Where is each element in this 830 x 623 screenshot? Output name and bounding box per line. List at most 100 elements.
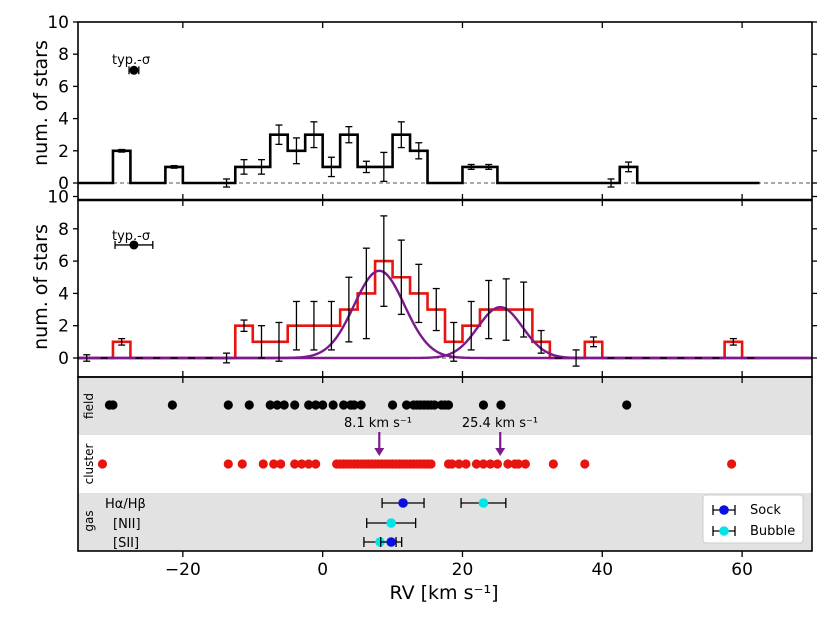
middle-frame xyxy=(77,199,813,378)
field-star xyxy=(496,400,506,410)
x-tick-label: 40 xyxy=(591,560,613,580)
middle-error-bar xyxy=(240,319,248,333)
field-star xyxy=(328,400,338,410)
bottom-x-ticks xyxy=(182,377,743,557)
middle-error-bar xyxy=(258,325,265,359)
middle-x-ticks xyxy=(182,200,743,377)
cluster-star xyxy=(485,459,496,469)
top-error-bar xyxy=(345,126,353,144)
top-error-bar xyxy=(327,156,335,178)
middle-gaussians xyxy=(78,269,812,360)
cluster-star xyxy=(311,459,321,469)
middle-error-bar xyxy=(118,337,126,346)
top-error-bar xyxy=(258,159,265,175)
cluster-star xyxy=(290,459,300,469)
gas-bubble-marker xyxy=(386,518,396,528)
top-typ-sigma-marker xyxy=(128,65,140,75)
gas-sock-point xyxy=(381,498,425,508)
x-tick-label: 60 xyxy=(731,560,753,580)
middle-error-bar xyxy=(83,354,91,362)
middle-y-tick-label: 0 xyxy=(58,349,69,369)
gas-bubble-point xyxy=(366,518,417,528)
top-error-bar xyxy=(310,121,318,149)
field-star xyxy=(290,400,300,410)
x-tick-label: 0 xyxy=(317,560,328,580)
cluster-star xyxy=(447,459,457,469)
middle-y-tick-label: 2 xyxy=(58,317,69,337)
top-typ-sigma-label: typ.-σ xyxy=(112,53,150,68)
middle-histogram xyxy=(78,259,812,360)
top-error-bar xyxy=(380,151,388,183)
cluster-star xyxy=(269,459,279,469)
middle-error-bar xyxy=(502,278,510,341)
gas-label-nii: [NII] xyxy=(113,517,141,532)
field-star xyxy=(622,400,632,410)
cluster-star xyxy=(503,459,513,469)
cluster-star xyxy=(304,459,314,469)
bottom-frame xyxy=(77,376,813,552)
field-star xyxy=(244,400,254,410)
middle-error-bar xyxy=(223,352,231,364)
cluster-star xyxy=(548,459,558,469)
gas-label-sii: [SII] xyxy=(113,536,139,551)
middle-error-bar xyxy=(537,329,545,354)
middle-y-tick-label: 6 xyxy=(58,252,69,272)
peak-arrow-head xyxy=(374,448,385,456)
cluster-star xyxy=(471,459,482,469)
cluster-star xyxy=(297,459,307,469)
legend-label-sock: Sock xyxy=(750,503,781,518)
gas-bubble-marker xyxy=(375,537,385,547)
middle-typ-sigma-label: typ.-σ xyxy=(112,229,150,244)
top-error-bar xyxy=(397,121,405,149)
top-error-bars xyxy=(83,121,755,188)
field-star xyxy=(167,400,177,410)
middle-panel: 0 2 4 6 8 10 typ.-σ num. of stars xyxy=(30,188,817,377)
middle-error-bar xyxy=(362,247,370,340)
gas-bubble-marker xyxy=(478,498,489,508)
gas-sock-marker xyxy=(398,498,408,508)
top-y-ticks: 0 2 4 6 8 10 xyxy=(47,13,817,194)
middle-error-bar xyxy=(729,337,737,346)
row-label-field: field xyxy=(82,393,96,419)
cluster-star xyxy=(276,459,286,469)
field-star xyxy=(318,400,328,410)
top-panel: 0 2 4 6 8 10 typ.-σ num. of stars xyxy=(30,13,817,200)
middle-error-bar xyxy=(590,336,598,348)
field-star xyxy=(279,400,289,410)
top-error-bar xyxy=(607,178,615,188)
peak-arrow-head xyxy=(495,448,506,456)
cluster-star xyxy=(727,459,737,469)
typ-sigma-point xyxy=(129,65,139,75)
cluster-star xyxy=(478,459,489,469)
top-error-bar xyxy=(362,160,370,174)
top-y-tick-label: 6 xyxy=(58,77,69,97)
top-error-bar xyxy=(170,164,178,169)
gas-sock-marker xyxy=(386,537,396,547)
middle-error-bar xyxy=(292,300,300,351)
gas-label-halpha: Hα/Hβ xyxy=(105,497,146,512)
middle-error-bar xyxy=(485,279,493,340)
cluster-star xyxy=(520,459,530,469)
middle-y-axis-label: num. of stars xyxy=(30,224,52,350)
gas-sock-point xyxy=(380,537,403,547)
row-label-cluster: cluster xyxy=(82,444,96,485)
middle-error-bar xyxy=(327,300,335,351)
field-star xyxy=(265,400,275,410)
peak-arrow-1 xyxy=(374,432,385,456)
cluster-star xyxy=(513,459,524,469)
top-error-bar xyxy=(275,124,283,146)
legend-dot xyxy=(719,526,729,536)
legend-marker-bubble xyxy=(712,526,736,536)
top-y-tick-label: 8 xyxy=(58,45,69,65)
gas-bubble-point xyxy=(460,498,507,508)
top-error-bar xyxy=(292,137,300,165)
top-y-tick-label: 4 xyxy=(58,110,69,130)
field-star xyxy=(304,400,314,410)
field-star xyxy=(356,400,366,410)
gaussian-curve-2 xyxy=(78,305,812,360)
top-error-bar xyxy=(467,163,475,170)
cluster-star xyxy=(223,459,233,469)
middle-error-bar xyxy=(345,276,353,343)
top-error-bar xyxy=(415,142,423,160)
